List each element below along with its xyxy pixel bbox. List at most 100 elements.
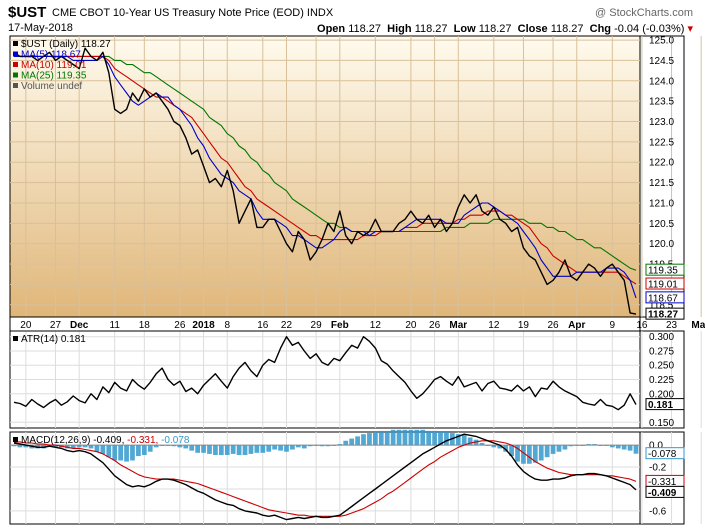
x-tick-label: 20 [405, 320, 417, 331]
histogram-bar [461, 434, 467, 446]
x-tick-label: 29 [311, 320, 323, 331]
histogram-bar [130, 445, 135, 461]
last-value-text: 0.181 [648, 400, 673, 411]
histogram-bar [284, 445, 289, 452]
histogram-bar [562, 445, 568, 450]
histogram-bar [295, 445, 301, 448]
x-tick-label: 16 [636, 320, 648, 331]
last-value-tag: 119.01 [645, 277, 685, 291]
x-tick-label: 18 [139, 320, 151, 331]
histogram-bar [17, 445, 23, 448]
histogram-bar [372, 432, 378, 446]
histogram-bar [396, 429, 402, 446]
y-tick-label: 0.275 [649, 346, 674, 357]
legend-swatch [13, 62, 18, 67]
y-tick-label: 0.250 [649, 361, 674, 372]
histogram-bar [615, 445, 621, 449]
histogram-bar [11, 445, 17, 447]
histogram-bar [147, 445, 153, 452]
last-value-text: 119.01 [648, 280, 678, 291]
histogram-bar [325, 445, 331, 447]
close-label: Close [517, 23, 548, 35]
x-tick-label: Feb [331, 320, 349, 331]
histogram-bar [70, 445, 76, 449]
histogram-bar [538, 445, 544, 461]
high-label: High [387, 23, 412, 35]
histogram-bar [183, 445, 189, 449]
low-value: 118.27 [478, 23, 512, 35]
histogram-bar [627, 445, 633, 451]
histogram-bar [550, 445, 556, 454]
histogram-bar [408, 429, 414, 446]
histogram-bar [509, 445, 514, 457]
series-line-ma-10 [14, 55, 637, 285]
last-value-text: 119.35 [648, 266, 678, 277]
open-label: Open [317, 23, 346, 35]
legend-entry: MA(10) 119.01 [21, 60, 87, 71]
histogram-bar [177, 445, 183, 448]
histogram-bar [432, 430, 437, 446]
last-value-tag: -0.078 [645, 447, 685, 460]
last-value-tag: 0.181 [645, 398, 685, 411]
histogram-bar [76, 445, 82, 448]
histogram-bar [633, 445, 639, 454]
y-tick-label: -0.2 [649, 463, 667, 474]
macd-legend: MACD(12,26,9) -0.409, -0.331, -0.078 [13, 435, 190, 446]
last-value-tag: 118.67 [645, 291, 685, 304]
histogram-bar [213, 445, 218, 455]
series-line--ust-daily [13, 47, 637, 315]
histogram-bar [592, 444, 597, 446]
histogram-bar [521, 445, 526, 464]
x-tick-label: 20 [20, 320, 32, 331]
y-tick-label: 118.5 [649, 300, 674, 311]
legend-entry: MACD(12,26,9) -0.409, -0.331, -0.078 [21, 435, 190, 446]
x-tick-label: 26 [548, 320, 560, 331]
close-value: 118.27 [550, 23, 584, 35]
histogram-bar [444, 432, 449, 446]
histogram-bar [515, 445, 520, 462]
histogram-bar [94, 445, 100, 452]
series-line-ma-5 [14, 55, 637, 299]
series-line-macd [13, 433, 637, 521]
legend-swatch [13, 83, 18, 88]
histogram-bar [491, 445, 497, 448]
histogram-bar [171, 445, 177, 447]
histogram-bar [266, 445, 272, 452]
x-tick-label: 23 [666, 320, 678, 331]
y-tick-label: 0.150 [649, 418, 674, 429]
chg-value: -0.04 (-0.03%) [614, 23, 685, 35]
legend-span: -0.331, [127, 435, 161, 446]
histogram-bar [207, 445, 212, 454]
histogram-bar [124, 445, 129, 462]
histogram-bar [23, 445, 29, 448]
histogram-bar [355, 436, 360, 446]
legend-swatch [13, 336, 18, 341]
ohlc-readout: Open 118.27 High 118.27 Low 118.27 Close… [317, 22, 693, 35]
x-tick-label: May [691, 320, 705, 331]
histogram-bar [556, 445, 562, 452]
histogram-bar [248, 445, 254, 454]
y-tick-label: -0.6 [649, 506, 667, 517]
histogram-bar [153, 445, 159, 448]
histogram-bar [479, 442, 485, 446]
last-value-text: -0.409 [648, 488, 677, 499]
watermark[interactable]: @ StockCharts.com [595, 7, 693, 19]
histogram-bar [337, 444, 343, 446]
dropdown-triangle-icon[interactable]: ▾ [687, 23, 693, 35]
histogram-bar [367, 433, 372, 446]
atr-legend: ATR(14) 0.181 [13, 334, 86, 345]
histogram-bar [278, 445, 283, 451]
last-value-tag: 118.27 [645, 307, 685, 321]
y-tick-label: 0.0 [649, 441, 663, 452]
histogram-bar [254, 445, 260, 453]
x-axis: 20 27 Dec 11 18 26 2018 8 16 22 29 Feb 12 20 26 Mar 12 19… [9, 316, 705, 332]
histogram-bar [414, 429, 420, 446]
panel-atr: 0.150 0.200 0.225 0.250 0.275 0.300 0.181 ATR(1… [9, 330, 702, 429]
histogram-bar [218, 445, 224, 455]
series-line-signal [14, 440, 637, 517]
x-tick-label: 12 [488, 320, 500, 331]
histogram-bar [112, 445, 118, 461]
histogram-bar [88, 445, 94, 449]
histogram-bar [384, 430, 390, 446]
